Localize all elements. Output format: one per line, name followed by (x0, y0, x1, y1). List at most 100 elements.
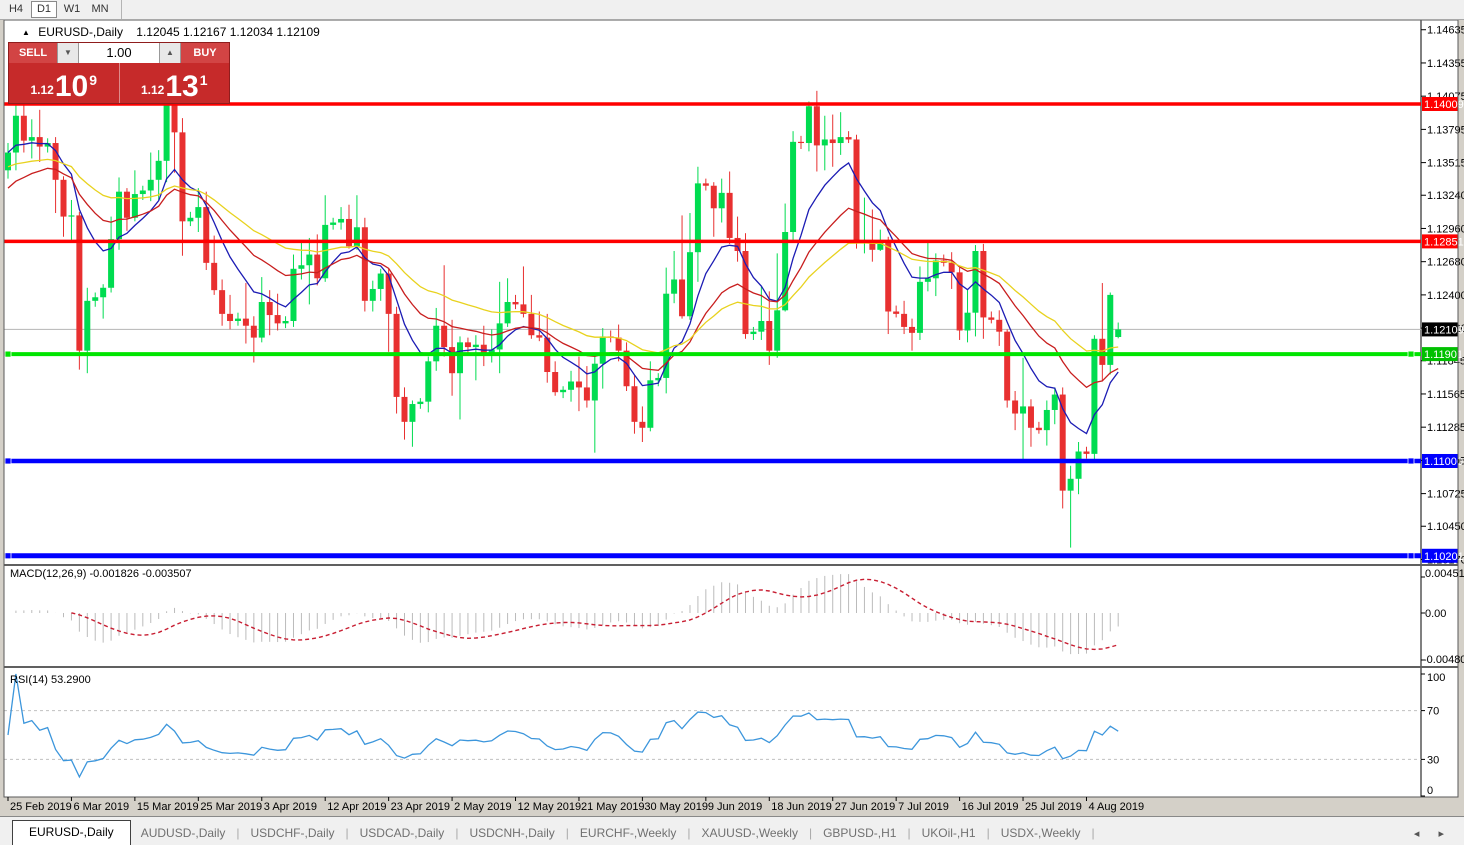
timeframe-button-w1[interactable]: W1 (63, 3, 81, 15)
slow-ma-line (7, 158, 1119, 354)
candle-body (409, 404, 416, 422)
candle-body (901, 313, 908, 327)
rsi-line (7, 673, 1119, 779)
volume-increase-button[interactable]: ▲ (159, 43, 181, 63)
price-badge-label: 1.10201 (1424, 551, 1464, 563)
timeframe-button-d1[interactable]: D1 (31, 1, 57, 18)
price-badge-label: 1.14009 (1424, 99, 1464, 111)
sell-price-panel[interactable]: 1.12 10 9 (9, 63, 120, 103)
macd-min-label: -0.004806 (1423, 654, 1464, 666)
price-badge (1422, 347, 1458, 362)
hline-handle[interactable] (1407, 457, 1415, 465)
hline-handle[interactable] (1407, 350, 1415, 358)
timeframe-toolbar: H4 D1 W1 MN (0, 0, 1464, 20)
hline-handle[interactable] (4, 457, 12, 465)
chart-tab-eurusd-daily[interactable]: EURUSD-,Daily (12, 820, 131, 845)
candle-body (353, 227, 360, 247)
volume-input[interactable]: 1.00 (79, 43, 159, 63)
timeframe-button-h4[interactable]: H4 (8, 3, 24, 15)
candle-body (869, 240, 876, 250)
buy-button[interactable]: BUY (181, 43, 229, 63)
candle-body (258, 302, 265, 338)
date-axis-label: 6 Mar 2019 (73, 801, 129, 813)
candle-body (782, 232, 789, 311)
candle-body (1012, 400, 1019, 414)
rsi-axis-label: 100 (1427, 672, 1445, 684)
candle-body (924, 278, 931, 282)
price-badge (1422, 234, 1458, 249)
candle-body (552, 372, 559, 393)
candle-body (631, 386, 638, 422)
date-axis-label: 15 Mar 2019 (137, 801, 199, 813)
candle-body (123, 191, 130, 218)
chart-tab-xauusd-weekly[interactable]: XAUUSD-,Weekly (701, 826, 798, 840)
candle-body (790, 141, 797, 233)
date-axis-label: 9 Jun 2019 (708, 801, 762, 813)
candle-body (568, 381, 575, 390)
candle-body (417, 401, 424, 405)
candle-body (726, 192, 733, 238)
candle-body (583, 387, 590, 401)
timeframe-button-mn[interactable]: MN (91, 3, 109, 15)
sell-price-big: 10 (54, 70, 89, 103)
candle-body (575, 381, 582, 388)
hline-handle[interactable] (4, 552, 12, 560)
candle-body (179, 132, 186, 222)
candle-body (457, 342, 464, 374)
candle-body (560, 389, 567, 393)
candle-body (425, 361, 432, 402)
candle-body (742, 250, 749, 335)
chart-tab-usdcnh-daily[interactable]: USDCNH-,Daily (469, 826, 555, 840)
candle-body (623, 350, 630, 387)
candle-body (282, 320, 289, 324)
candle-body (536, 335, 543, 338)
candle-body (694, 183, 701, 253)
chart-background (4, 20, 1458, 797)
chart-header: ▲ EURUSD-,Daily 1.12045 1.12167 1.12034 … (22, 25, 320, 39)
chart-tab-ukoil-h1[interactable]: UKOil-,H1 (921, 826, 976, 840)
date-axis-label: 25 Feb 2019 (10, 801, 72, 813)
candle-body (234, 318, 241, 321)
candle-body (36, 137, 43, 147)
candle-body (591, 363, 598, 401)
date-axis-label: 23 Apr 2019 (391, 801, 450, 813)
one-click-trading-widget: SELL ▼ 1.00 ▲ BUY 1.12 10 9 1.12 13 1 (8, 42, 230, 104)
buy-price-panel[interactable]: 1.12 13 1 (120, 63, 230, 103)
collapse-triangle-icon[interactable]: ▲ (22, 28, 30, 37)
tab-scroll-arrows[interactable]: ◂ ▸ (1413, 828, 1452, 840)
candle-body (829, 139, 836, 144)
volume-decrease-button[interactable]: ▼ (57, 43, 79, 63)
candle-body (266, 302, 273, 316)
hline-handle[interactable] (4, 350, 12, 358)
chart-frame (3, 19, 1459, 798)
chart-tab-usdcad-daily[interactable]: USDCAD-,Daily (359, 826, 445, 840)
price-axis-label: 1.14635 (1427, 25, 1464, 37)
chart-tab-usdchf-daily[interactable]: USDCHF-,Daily (250, 826, 335, 840)
toolbar-separator (121, 0, 122, 19)
chart-tab-audusd-daily[interactable]: AUDUSD-,Daily (140, 826, 226, 840)
chart-tab-eurchf-weekly[interactable]: EURCHF-,Weekly (579, 826, 677, 840)
macd-zero-label: 0.00 (1425, 608, 1446, 620)
macd-indicator-label: MACD(12,26,9) -0.001826 -0.003507 (10, 568, 192, 580)
chart-tab-usdx-weekly[interactable]: USDX-,Weekly (1000, 826, 1081, 840)
chart-ohlc-label: 1.12045 1.12167 1.12034 1.12109 (136, 25, 320, 39)
candle-body (504, 302, 511, 324)
sell-button[interactable]: SELL (9, 43, 57, 63)
price-badge-label: 1.11901 (1424, 349, 1463, 361)
current-price-badge-label: 1.12109 (1424, 324, 1464, 336)
price-axis-label: 1.11565 (1427, 389, 1464, 401)
candle-body (988, 317, 995, 320)
candle-body (441, 325, 448, 348)
rsi-indicator-label: RSI(14) 53.2900 (10, 674, 91, 686)
candle-body (250, 325, 257, 338)
candle-body (361, 227, 368, 301)
candle-body (639, 421, 646, 428)
chart-tab-bar: EURUSD-,Daily AUDUSD-,Daily | USDCHF-,Daily… (0, 816, 1464, 845)
price-axis-label: 1.13240 (1427, 190, 1464, 202)
candle-body (1115, 329, 1122, 338)
candle-body (100, 287, 107, 298)
hline-handle[interactable] (1407, 552, 1415, 560)
chart-tab-gbpusd-h1[interactable]: GBPUSD-,H1 (823, 826, 897, 840)
price-axis-label: 1.10450 (1427, 521, 1464, 533)
current-price-badge (1422, 322, 1458, 337)
